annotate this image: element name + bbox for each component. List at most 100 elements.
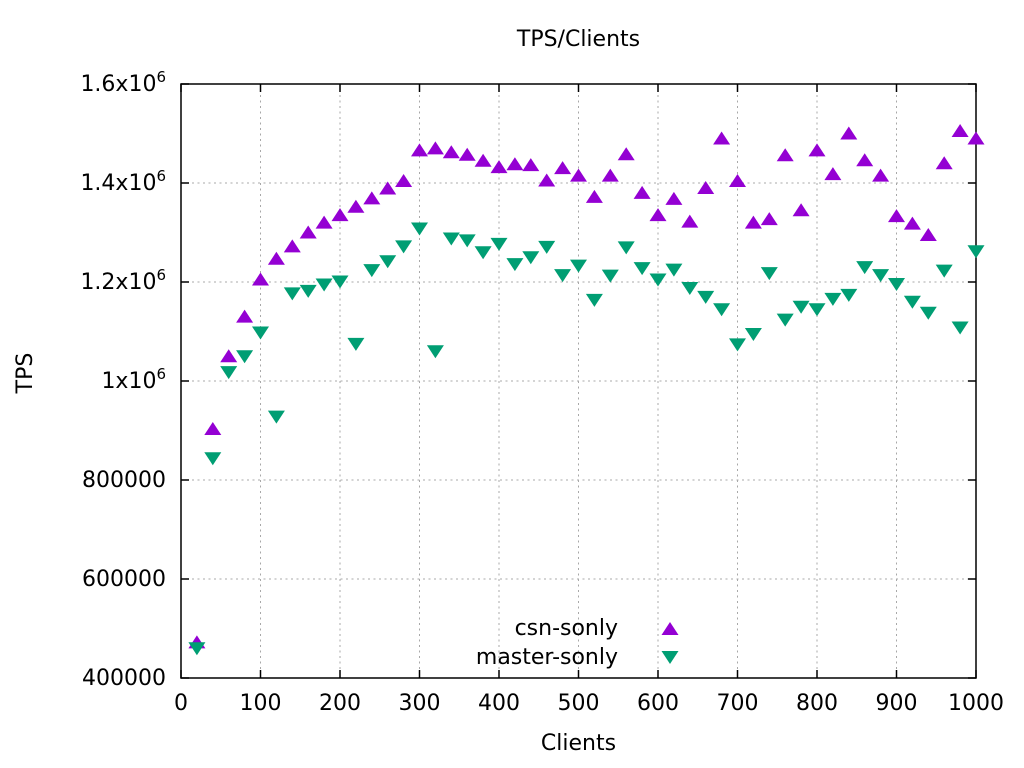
master-sonly-point bbox=[872, 269, 890, 283]
x-tick-label: 900 bbox=[876, 691, 918, 716]
master-sonly-point bbox=[840, 288, 858, 302]
master-sonly-point bbox=[744, 327, 762, 341]
csn-sonly-point bbox=[283, 239, 301, 253]
csn-sonly-point bbox=[363, 191, 381, 205]
csn-sonly-point bbox=[331, 208, 349, 222]
csn-sonly-point bbox=[872, 168, 890, 182]
legend-row-master-sonly: master-sonly bbox=[300, 643, 686, 672]
master-sonly-point bbox=[585, 293, 603, 307]
master-sonly-point bbox=[236, 350, 254, 364]
y-tick-label: 400000 bbox=[82, 666, 166, 691]
csn-sonly-point bbox=[697, 180, 715, 194]
triangle-down-icon bbox=[661, 651, 679, 664]
master-sonly-point bbox=[776, 313, 794, 327]
master-sonly-point bbox=[522, 251, 540, 265]
csn-sonly-point bbox=[315, 215, 333, 229]
csn-sonly-point bbox=[919, 227, 937, 241]
x-tick-label: 200 bbox=[319, 691, 361, 716]
master-sonly-point bbox=[283, 287, 301, 301]
master-sonly-point bbox=[458, 234, 476, 248]
csn-sonly-point bbox=[538, 173, 556, 187]
x-tick-label: 800 bbox=[796, 691, 838, 716]
csn-sonly-point bbox=[888, 209, 905, 223]
master-sonly-point bbox=[633, 262, 651, 276]
csn-sonly-point bbox=[347, 199, 365, 213]
csn-sonly-point bbox=[252, 272, 269, 286]
csn-sonly-point bbox=[426, 141, 444, 155]
csn-sonly-point bbox=[570, 168, 587, 182]
csn-sonly-point bbox=[220, 349, 238, 363]
master-sonly-point bbox=[649, 273, 667, 287]
x-tick-label: 1000 bbox=[948, 691, 1004, 716]
master-sonly-point bbox=[252, 326, 269, 340]
master-sonly-point bbox=[967, 245, 985, 259]
csn-sonly-point bbox=[458, 147, 476, 161]
legend: csn-sonly master-sonly bbox=[300, 614, 686, 672]
master-sonly-point bbox=[363, 264, 381, 278]
master-sonly-point bbox=[490, 237, 508, 251]
master-sonly-point bbox=[792, 300, 810, 314]
csn-sonly-point bbox=[601, 168, 619, 182]
y-tick-label: 1.4x106 bbox=[80, 167, 166, 196]
master-sonly-point bbox=[347, 337, 365, 351]
master-sonly-point bbox=[697, 290, 715, 304]
master-sonly-point bbox=[299, 284, 317, 298]
master-sonly-point bbox=[204, 452, 222, 466]
csn-sonly-point bbox=[951, 124, 969, 138]
master-sonly-point bbox=[570, 259, 587, 273]
y-tick-label: 800000 bbox=[82, 468, 166, 493]
csn-sonly-point bbox=[506, 157, 524, 171]
legend-label-master-sonly: master-sonly bbox=[475, 645, 618, 670]
master-sonly-point bbox=[554, 269, 572, 283]
csn-sonly-point bbox=[204, 422, 222, 436]
y-tick-label: 1.2x106 bbox=[80, 266, 166, 295]
chart-title: TPS/Clients bbox=[516, 27, 641, 52]
csn-sonly-point bbox=[713, 131, 731, 145]
csn-sonly-point bbox=[729, 174, 746, 188]
csn-sonly-point bbox=[744, 215, 762, 229]
csn-sonly-point bbox=[554, 161, 572, 175]
csn-sonly-point bbox=[267, 251, 285, 265]
x-tick-label: 400 bbox=[478, 691, 520, 716]
master-sonly-point bbox=[665, 263, 683, 277]
csn-sonly-point bbox=[792, 203, 810, 217]
csn-sonly-point bbox=[856, 153, 874, 167]
x-tick-label: 0 bbox=[174, 691, 188, 716]
master-sonly-point bbox=[315, 278, 333, 292]
csn-sonly-point bbox=[490, 160, 508, 174]
x-tick-label: 500 bbox=[558, 691, 600, 716]
master-sonly-point bbox=[442, 232, 460, 246]
legend-row-csn-sonly: csn-sonly bbox=[300, 614, 686, 643]
csn-sonly-point bbox=[824, 167, 842, 181]
csn-sonly-point bbox=[681, 214, 699, 228]
csn-sonly-point bbox=[379, 181, 397, 195]
master-sonly-point bbox=[760, 267, 778, 281]
y-tick-label: 600000 bbox=[82, 567, 166, 592]
master-sonly-point bbox=[919, 306, 937, 320]
master-sonly-point bbox=[220, 366, 238, 380]
master-sonly-point bbox=[713, 303, 731, 317]
x-axis-title: Clients bbox=[540, 731, 617, 756]
master-sonly-point bbox=[856, 261, 874, 275]
csn-sonly-point bbox=[617, 147, 635, 161]
csn-sonly-point bbox=[760, 212, 778, 226]
x-tick-label: 700 bbox=[717, 691, 759, 716]
csn-sonly-point bbox=[585, 189, 603, 203]
master-sonly-point bbox=[888, 277, 905, 291]
master-sonly-point bbox=[903, 295, 921, 309]
csn-sonly-point bbox=[665, 191, 683, 205]
csn-sonly-point bbox=[474, 153, 492, 167]
master-sonly-point bbox=[379, 255, 397, 269]
x-tick-label: 300 bbox=[399, 691, 441, 716]
csn-sonly-point bbox=[633, 185, 651, 199]
master-sonly-point bbox=[474, 246, 492, 260]
csn-sonly-point bbox=[776, 148, 794, 162]
csn-sonly-point bbox=[395, 174, 413, 188]
master-sonly-point bbox=[681, 281, 699, 295]
csn-sonly-point bbox=[236, 309, 254, 323]
y-tick-label: 1.6x106 bbox=[80, 68, 166, 97]
master-sonly-point bbox=[617, 241, 635, 255]
y-axis-title: TPS bbox=[13, 352, 38, 394]
